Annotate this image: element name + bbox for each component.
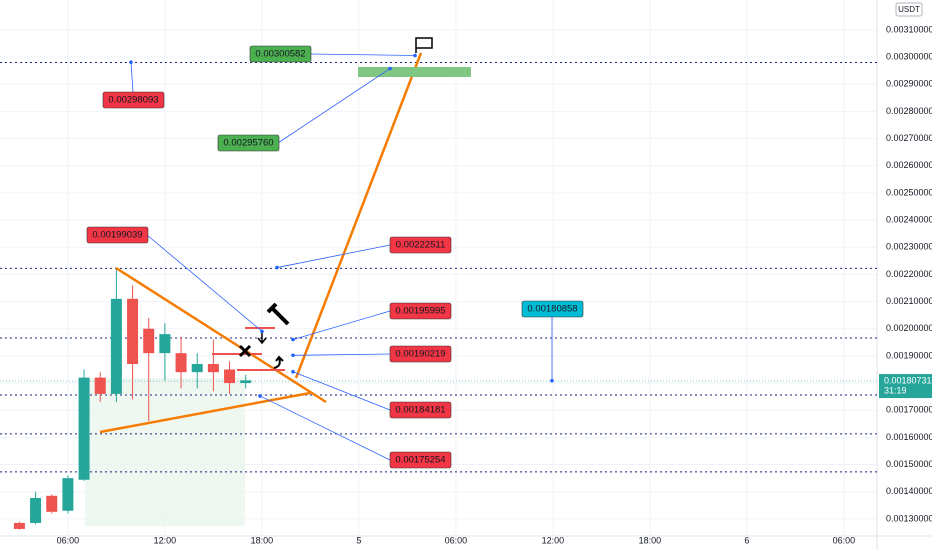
candle-body [127, 298, 139, 365]
y-tick-label: 0.00160000 [886, 432, 932, 442]
x-tick-label: 12:00 [154, 535, 177, 545]
candle-body [78, 377, 90, 480]
y-tick-label: 0.00210000 [886, 296, 932, 306]
y-tick-label: 0.00220000 [886, 269, 932, 279]
x-tick-label: 5 [356, 535, 361, 545]
arrow-icon [257, 332, 267, 345]
y-tick-label: 0.00260000 [886, 160, 932, 170]
callout-label: 0.00300582 [255, 49, 305, 60]
candle-body [224, 369, 236, 384]
callout-line [146, 234, 263, 332]
cross-icon [238, 344, 252, 358]
currency: USDT [898, 5, 920, 14]
trend-line [99, 391, 311, 434]
callout-line [276, 244, 391, 268]
callout-box [389, 302, 452, 320]
target-zone [358, 67, 471, 77]
candle-body [175, 353, 187, 373]
callout-box [217, 134, 280, 152]
flag-icon [415, 37, 433, 53]
callout-box [389, 345, 452, 363]
callout-line [130, 62, 134, 93]
callout-point [275, 265, 279, 270]
candle-body [207, 364, 219, 373]
callout-point [258, 394, 262, 398]
callout-box [389, 236, 452, 254]
callout-point [260, 329, 264, 334]
callout-line [292, 310, 391, 340]
y-tick-label: 0.00270000 [886, 133, 932, 143]
candle-body [110, 298, 122, 394]
callout-line [259, 395, 391, 461]
y-tick-label: 0.00170000 [886, 405, 932, 415]
candle-body [159, 334, 171, 354]
callout-point [388, 66, 392, 71]
callout-point [291, 353, 295, 358]
last-price-tag [879, 374, 932, 399]
y-tick-label: 0.00150000 [886, 459, 932, 469]
callout-label: 0.00199039 [92, 230, 142, 241]
callout-box [102, 91, 165, 109]
y-tick-label: 0.00190000 [886, 350, 932, 360]
y-tick-label: 0.00300000 [886, 51, 932, 61]
gavel-icon [266, 302, 290, 326]
callout-box [86, 226, 149, 244]
arrow-icon [273, 355, 284, 369]
callout-line [309, 53, 416, 56]
x-tick-label: 6 [744, 535, 749, 545]
y-tick-label: 0.00250000 [886, 187, 932, 197]
target-line [294, 52, 423, 379]
candle-body [30, 497, 42, 523]
callout-label: 0.00190219 [395, 349, 445, 360]
candle-body [191, 364, 203, 373]
y-tick-label: 0.00200000 [886, 323, 932, 333]
y-tick-label: 0.00310000 [886, 24, 932, 34]
candle-body [46, 495, 58, 512]
last-price: 0.00180731 [884, 375, 932, 385]
callout-label: 0.00180858 [527, 304, 577, 315]
x-tick-label: 12:00 [542, 535, 565, 545]
countdown: 31:19 [884, 385, 907, 395]
price-axis [877, 0, 932, 550]
callout-line [292, 371, 391, 411]
trend-line [115, 266, 327, 404]
callout-point [550, 378, 554, 383]
callout-box [389, 451, 452, 469]
callout-line [277, 68, 391, 144]
x-tick-label: 06:00 [833, 535, 856, 545]
candle-body [62, 478, 74, 511]
candle-body [240, 380, 252, 384]
callout-box [521, 300, 584, 318]
candle-body [143, 328, 155, 354]
callout-point [129, 60, 133, 65]
y-tick-label: 0.00290000 [886, 79, 932, 89]
y-tick-label: 0.00140000 [886, 486, 932, 496]
callout-label: 0.00298093 [108, 95, 158, 106]
y-tick-label: 0.00130000 [886, 513, 932, 523]
callout-point [291, 337, 295, 342]
callout-box [389, 401, 452, 419]
candle-body [94, 377, 106, 394]
y-tick-label: 0.00280000 [886, 106, 932, 116]
callout-point [413, 53, 417, 58]
candle-body [13, 522, 25, 529]
callout-label: 0.00295760 [223, 138, 273, 149]
callout-box [249, 45, 312, 63]
callout-line [292, 353, 391, 356]
y-tick-label: 0.00230000 [886, 242, 932, 252]
x-tick-label: 06:00 [445, 535, 468, 545]
x-tick-label: 18:00 [639, 535, 662, 545]
x-tick-label: 06:00 [57, 535, 80, 545]
currency-badge[interactable] [895, 2, 923, 17]
shaded-zone [85, 378, 245, 526]
callout-label: 0.00195995 [395, 306, 445, 317]
callout-point [291, 369, 295, 374]
callout-label: 0.00222511 [396, 240, 446, 251]
x-tick-label: 18:00 [251, 535, 274, 545]
y-tick-label: 0.00240000 [886, 214, 932, 224]
callout-label: 0.00184181 [395, 405, 445, 416]
callout-label: 0.00175254 [395, 455, 445, 466]
